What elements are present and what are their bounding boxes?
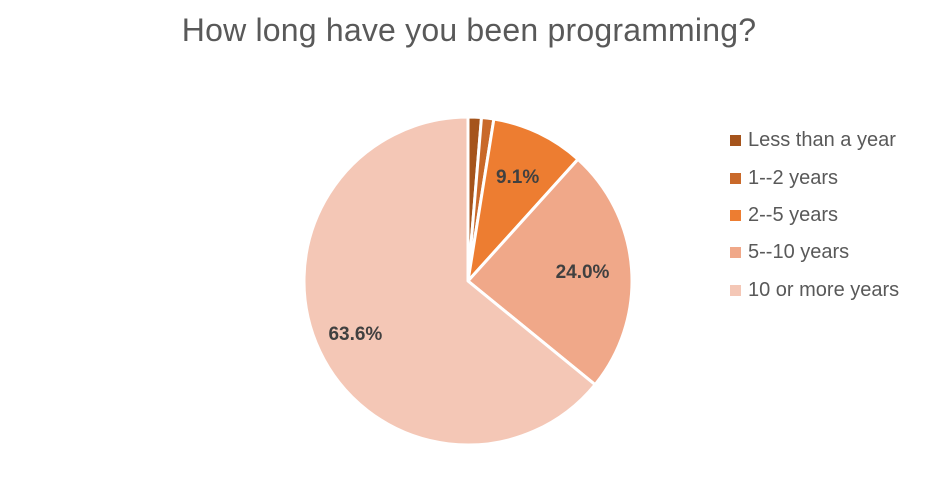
- legend-swatch: [730, 284, 741, 296]
- data-label-2-5-years: 9.1%: [496, 167, 539, 188]
- legend-item-1-2-years: 1--2 years: [730, 159, 930, 196]
- legend-swatch: [730, 247, 741, 259]
- legend-item-5-10-years: 5--10 years: [730, 234, 930, 271]
- legend-item-2-5-years: 2--5 years: [730, 197, 930, 234]
- legend-item-10-or-more-years: 10 or more years: [730, 272, 930, 309]
- legend-label: Less than a year: [748, 129, 896, 152]
- pie-slice-10-or-more-years: [302, 115, 597, 447]
- legend-label: 10 or more years: [748, 278, 900, 301]
- data-label-10-or-more-years: 63.6%: [328, 324, 382, 345]
- legend-swatch: [730, 172, 741, 184]
- chart-legend: Less than a year 1--2 years 2--5 years 5--1…: [730, 122, 930, 309]
- data-label-5-10-years: 24.0%: [556, 262, 610, 283]
- legend-swatch: [730, 135, 741, 147]
- pie-slice-5-10-years: [466, 157, 634, 387]
- chart-title: How long have you been programming?: [181, 12, 757, 48]
- legend-swatch: [730, 209, 741, 221]
- legend-label: 1--2 years: [748, 166, 839, 189]
- pie-data-labels: 9.1% 24.0% 63.6%: [328, 167, 609, 345]
- pie-slice-2-5-years: [466, 117, 580, 283]
- legend-label: 5--10 years: [748, 241, 850, 264]
- legend-label: 2--5 years: [748, 203, 839, 226]
- pie-slices: [302, 115, 634, 447]
- legend-item-less-than-a-year: Less than a year: [730, 122, 930, 159]
